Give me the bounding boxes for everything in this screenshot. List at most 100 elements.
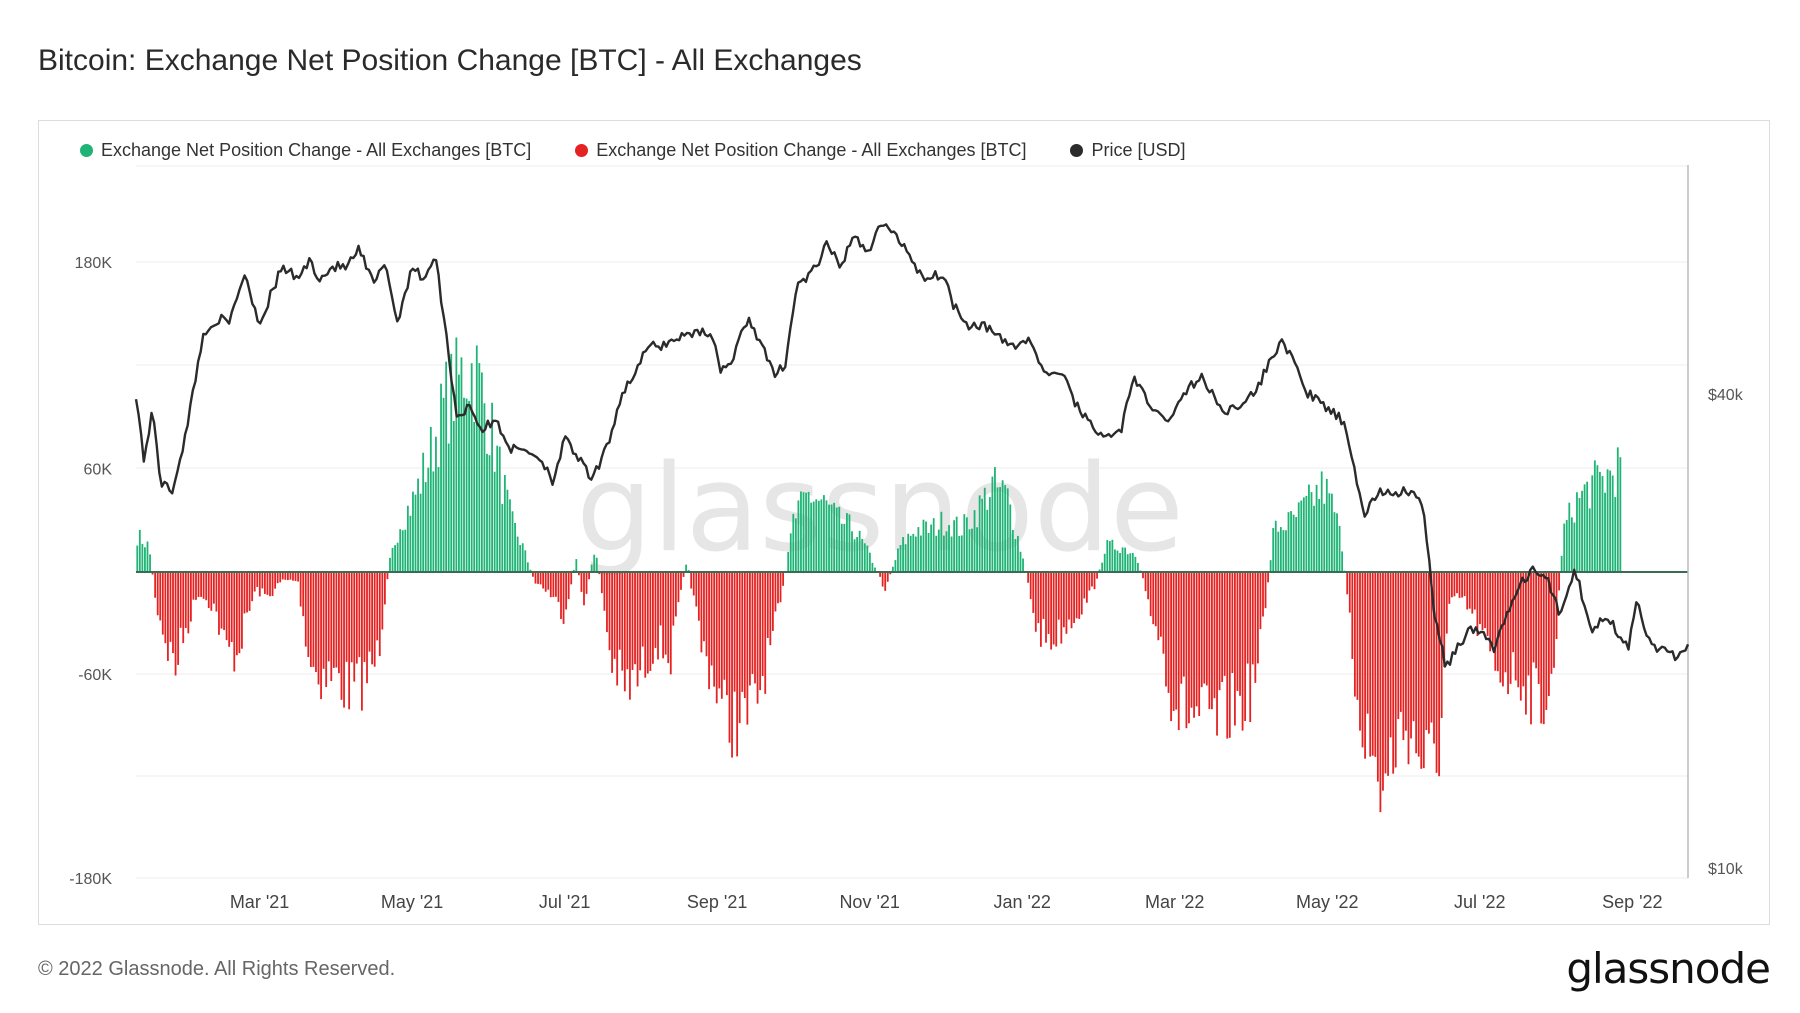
net-position-bar — [797, 500, 800, 572]
net-position-bar — [317, 572, 320, 685]
net-position-bar — [863, 543, 866, 572]
net-position-bar — [1535, 572, 1538, 669]
net-position-bar — [182, 572, 185, 644]
net-position-bar — [766, 572, 769, 639]
net-position-bar — [838, 506, 841, 572]
net-position-bar — [335, 572, 338, 668]
net-position-bar — [1211, 572, 1213, 710]
net-position-bar — [874, 567, 876, 572]
net-position-bar — [332, 572, 335, 668]
net-position-bar — [251, 572, 254, 602]
net-position-bar — [475, 345, 478, 572]
net-position-bar — [1226, 572, 1229, 739]
net-position-bar — [1402, 572, 1405, 741]
net-position-bar — [1175, 572, 1178, 710]
legend-item-outflow[interactable]: Exchange Net Position Change - All Excha… — [575, 138, 1026, 162]
net-position-bar — [493, 471, 496, 572]
net-position-bar — [690, 572, 693, 589]
net-position-bar — [823, 495, 825, 572]
net-position-bar — [452, 421, 455, 572]
net-position-bar — [754, 572, 756, 684]
price-line — [134, 223, 1690, 668]
net-position-bar — [1190, 572, 1193, 708]
net-position-bar — [544, 572, 547, 592]
net-position-bar — [1443, 572, 1446, 668]
net-position-bar — [547, 572, 550, 590]
net-position-bar — [1052, 572, 1055, 645]
net-position-bar — [858, 530, 861, 572]
net-position-bar — [1256, 572, 1259, 664]
net-position-bar — [897, 548, 899, 572]
net-position-bar — [1269, 560, 1272, 572]
net-position-bar — [1507, 572, 1509, 695]
net-position-bar — [1029, 572, 1032, 600]
net-position-bar — [935, 535, 938, 572]
net-position-bar — [682, 572, 685, 577]
net-position-bar — [881, 572, 884, 587]
net-position-bar — [539, 572, 542, 585]
net-position-bar — [861, 538, 864, 572]
net-position-bar — [572, 569, 575, 572]
net-position-bar — [1290, 511, 1292, 572]
y-right-tick-0: $40k — [1708, 387, 1744, 404]
net-position-bar — [179, 572, 182, 628]
legend-label-inflow: Exchange Net Position Change - All Excha… — [101, 139, 532, 160]
net-position-bar — [233, 572, 236, 672]
net-position-bar — [1060, 572, 1063, 644]
net-position-bar — [971, 528, 973, 572]
legend-item-inflow[interactable]: Exchange Net Position Change - All Excha… — [80, 138, 531, 162]
net-position-bar — [1244, 572, 1247, 722]
y-left-tick-1: 60K — [84, 462, 113, 479]
net-position-bar — [174, 572, 177, 676]
net-position-bar — [383, 572, 386, 605]
net-position-bar — [1009, 504, 1012, 572]
net-position-bar — [304, 572, 307, 647]
net-position-bar — [1287, 512, 1290, 572]
net-position-bar — [1456, 572, 1458, 594]
net-position-bar — [771, 572, 774, 631]
net-position-bar — [1162, 572, 1165, 654]
net-position-bar — [1318, 499, 1321, 572]
net-position-bar — [1042, 572, 1045, 620]
net-position-bar — [1323, 503, 1326, 572]
net-position-bar — [991, 476, 994, 572]
net-position-bar — [1407, 572, 1410, 765]
net-position-bar — [264, 572, 266, 594]
net-position-bar — [345, 572, 348, 662]
net-position-bar — [937, 529, 940, 572]
net-position-bar — [891, 566, 894, 572]
net-position-bar — [812, 501, 815, 572]
net-position-bar — [519, 545, 522, 572]
net-position-bar — [1374, 572, 1377, 757]
net-position-bar — [212, 572, 215, 604]
net-position-bar — [1517, 572, 1520, 688]
net-position-bar — [685, 564, 687, 572]
net-position-bar — [284, 572, 287, 580]
net-position-bar — [629, 572, 631, 700]
net-position-bar — [1295, 517, 1298, 572]
net-position-bar — [1496, 572, 1499, 672]
legend-label-price: Price [USD] — [1091, 139, 1186, 160]
net-position-bar — [789, 533, 792, 572]
net-position-bar — [871, 562, 874, 572]
net-position-bar — [516, 536, 519, 572]
net-position-bar — [1254, 572, 1257, 683]
net-position-bar — [932, 518, 935, 572]
net-position-bar — [1509, 572, 1512, 684]
net-position-bar — [501, 503, 504, 572]
legend-item-price[interactable]: Price [USD] — [1070, 138, 1186, 162]
net-position-bar — [1593, 460, 1596, 572]
net-position-bar — [731, 572, 733, 758]
net-position-bar — [999, 487, 1001, 572]
net-position-bar — [713, 572, 716, 687]
net-position-bar — [810, 502, 813, 572]
net-position-bar — [1096, 572, 1098, 579]
net-position-bar — [805, 492, 807, 572]
net-position-bar — [1369, 572, 1372, 757]
net-position-bar — [1428, 572, 1430, 734]
net-position-bar — [1599, 471, 1601, 572]
net-position-bar — [1131, 552, 1134, 572]
net-position-bar — [1376, 572, 1379, 782]
net-position-bar — [1068, 572, 1070, 620]
net-position-bar — [1114, 549, 1116, 572]
